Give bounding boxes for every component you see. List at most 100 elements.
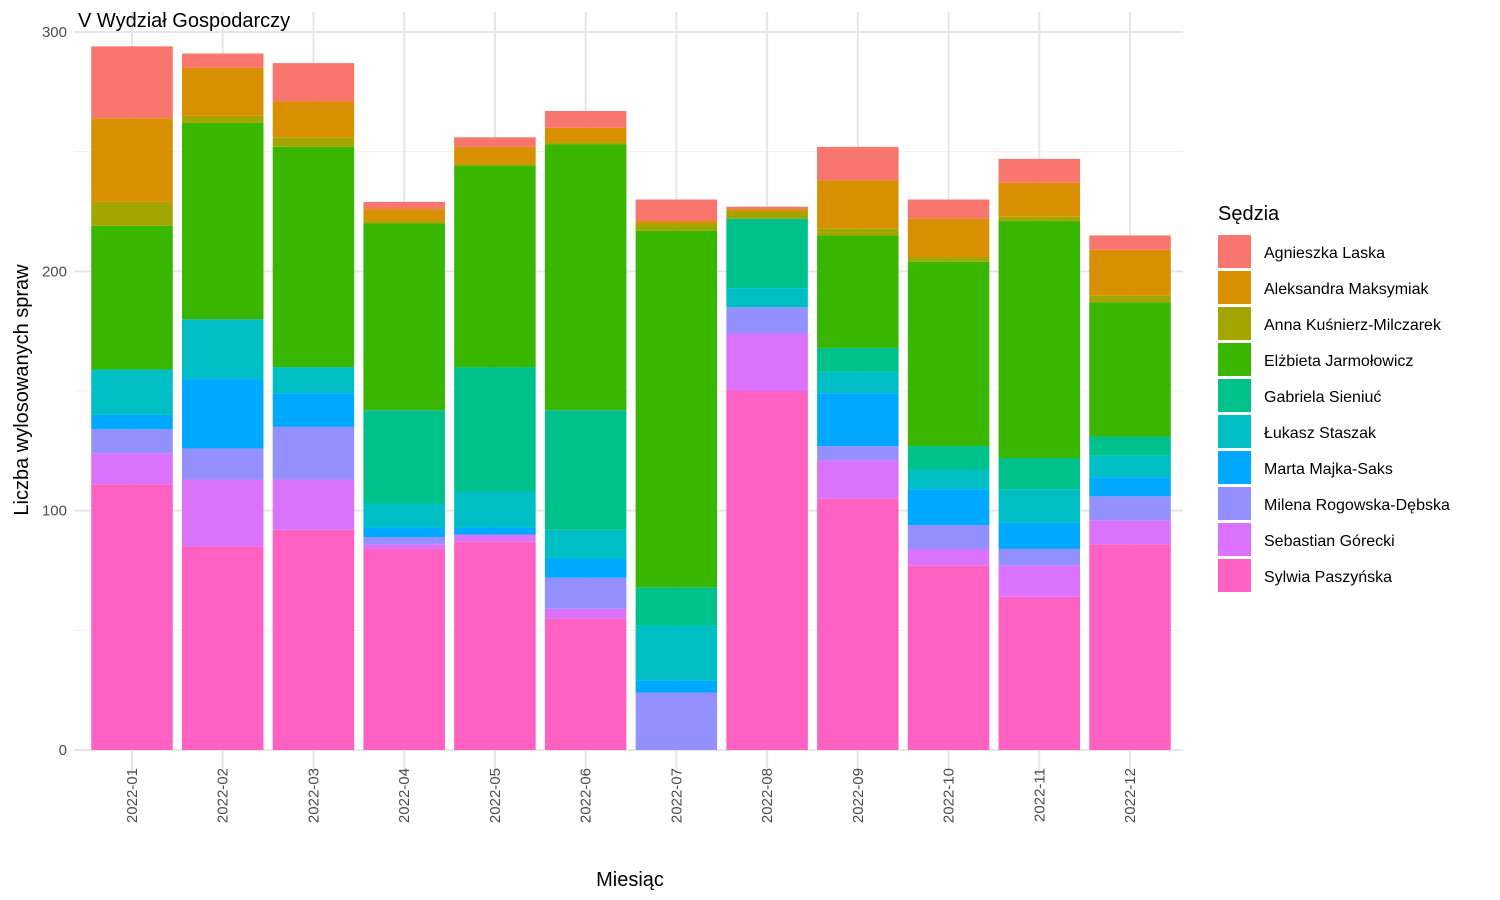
bar-segment bbox=[817, 446, 899, 461]
bar-segment bbox=[1089, 496, 1171, 521]
y-axis-title: Liczba wylosowanych spraw bbox=[11, 264, 33, 516]
bar-segment bbox=[817, 180, 899, 229]
bar-segment bbox=[272, 367, 355, 394]
bar-segment bbox=[1089, 544, 1171, 750]
legend-label: Łukasz Staszak bbox=[1264, 425, 1377, 442]
x-tick-label: 2022-12 bbox=[1122, 768, 1139, 823]
bar-segment bbox=[272, 393, 355, 427]
bar-segment bbox=[181, 379, 264, 449]
bar-segment bbox=[544, 144, 627, 411]
legend: Sędzia Agnieszka Laska Aleksandra Maksymi… bbox=[1218, 203, 1450, 592]
bar-segment bbox=[181, 67, 264, 116]
bar-segment bbox=[1089, 235, 1171, 250]
bar-segment bbox=[1089, 302, 1171, 437]
bar-segment bbox=[91, 46, 173, 119]
bar-segment bbox=[817, 347, 899, 372]
legend-title: Sędzia bbox=[1218, 203, 1280, 225]
legend-label: Gabriela Sieniuć bbox=[1264, 389, 1381, 406]
y-tick-label: 300 bbox=[42, 24, 67, 41]
legend-swatch bbox=[1218, 343, 1251, 376]
bar-segment bbox=[544, 618, 627, 750]
bar-segment bbox=[363, 223, 445, 411]
bar-segment bbox=[998, 158, 1081, 183]
bar-segment bbox=[272, 479, 355, 530]
bar-segment bbox=[635, 625, 718, 681]
bar-segment bbox=[544, 529, 627, 559]
legend-swatch bbox=[1218, 379, 1251, 412]
bar-segment bbox=[544, 577, 627, 609]
bar-segment bbox=[363, 544, 445, 549]
y-axis: 0 100 200 300 bbox=[42, 24, 67, 759]
bar-segment bbox=[181, 546, 264, 750]
legend-swatch bbox=[1218, 523, 1251, 556]
bar-segment bbox=[454, 541, 536, 750]
bar-segment bbox=[907, 469, 990, 490]
legend-swatch bbox=[1218, 487, 1251, 520]
legend-swatch bbox=[1218, 235, 1251, 268]
bar-segment bbox=[726, 307, 808, 334]
bar-segment bbox=[817, 371, 899, 394]
legend-label: Aleksandra Maksymiak bbox=[1264, 281, 1430, 298]
bar-segment bbox=[272, 529, 355, 750]
bar-segment bbox=[998, 565, 1081, 597]
bar-segment bbox=[454, 367, 536, 492]
bar-segment bbox=[272, 426, 355, 480]
bar-segment bbox=[544, 110, 627, 128]
bar-segment bbox=[91, 201, 173, 226]
legend-label: Milena Rogowska-Dębska bbox=[1264, 497, 1450, 514]
bar-segment bbox=[91, 369, 173, 415]
bar-segment bbox=[726, 209, 808, 212]
bar-segment bbox=[907, 256, 990, 262]
x-tick-label: 2022-02 bbox=[215, 768, 232, 823]
bar-segment bbox=[363, 201, 445, 210]
bar-segment bbox=[363, 209, 445, 222]
bar-segment bbox=[454, 146, 536, 164]
bar-segment bbox=[363, 221, 445, 224]
x-axis-title: Miesiąc bbox=[596, 869, 664, 891]
legend-swatch bbox=[1218, 271, 1251, 304]
x-tick-label: 2022-04 bbox=[396, 768, 413, 823]
bar-segment bbox=[363, 410, 445, 504]
bars bbox=[91, 46, 1171, 750]
bar-segment bbox=[363, 536, 445, 545]
legend-swatch bbox=[1218, 415, 1251, 448]
bar-segment bbox=[635, 223, 718, 231]
x-tick-label: 2022-03 bbox=[305, 768, 322, 823]
bar-segment bbox=[544, 142, 627, 145]
x-tick-label: 2022-09 bbox=[850, 768, 867, 823]
bar-segment bbox=[363, 548, 445, 750]
bar-segment bbox=[272, 146, 355, 368]
bar-segment bbox=[817, 393, 899, 447]
bar-segment bbox=[544, 410, 627, 530]
bar-segment bbox=[181, 319, 264, 380]
bar-segment bbox=[181, 479, 264, 547]
bar-segment bbox=[907, 548, 990, 566]
bar-segment bbox=[363, 527, 445, 537]
legend-swatch bbox=[1218, 451, 1251, 484]
bar-segment bbox=[1089, 520, 1171, 545]
x-tick-label: 2022-11 bbox=[1031, 768, 1048, 822]
bar-segment bbox=[454, 491, 536, 528]
bar-segment bbox=[998, 216, 1081, 222]
bar-segment bbox=[454, 166, 536, 368]
bar-segment bbox=[817, 228, 899, 236]
bar-segment bbox=[907, 525, 990, 549]
bar-segment bbox=[272, 137, 355, 147]
bar-segment bbox=[635, 199, 718, 222]
x-tick-label: 2022-01 bbox=[124, 768, 141, 823]
bar-segment bbox=[181, 53, 264, 68]
bar-segment bbox=[181, 115, 264, 123]
bar-segment bbox=[998, 458, 1081, 490]
bar-segment bbox=[91, 414, 173, 430]
bar-segment bbox=[998, 522, 1081, 549]
bar-segment bbox=[1089, 295, 1171, 303]
bar-segment bbox=[907, 446, 990, 470]
legend-label: Elżbieta Jarmołowicz bbox=[1264, 353, 1413, 370]
bar-segment bbox=[635, 692, 718, 750]
x-axis: 2022-01 2022-02 2022-03 2022-04 2022-05 2022-… bbox=[124, 768, 1139, 823]
bar-segment bbox=[907, 565, 990, 750]
bar-segment bbox=[1089, 455, 1171, 478]
chart-title: V Wydział Gospodarczy bbox=[78, 10, 290, 32]
legend-label: Anna Kuśnierz-Milczarek bbox=[1264, 317, 1442, 334]
bar-segment bbox=[1089, 477, 1171, 497]
